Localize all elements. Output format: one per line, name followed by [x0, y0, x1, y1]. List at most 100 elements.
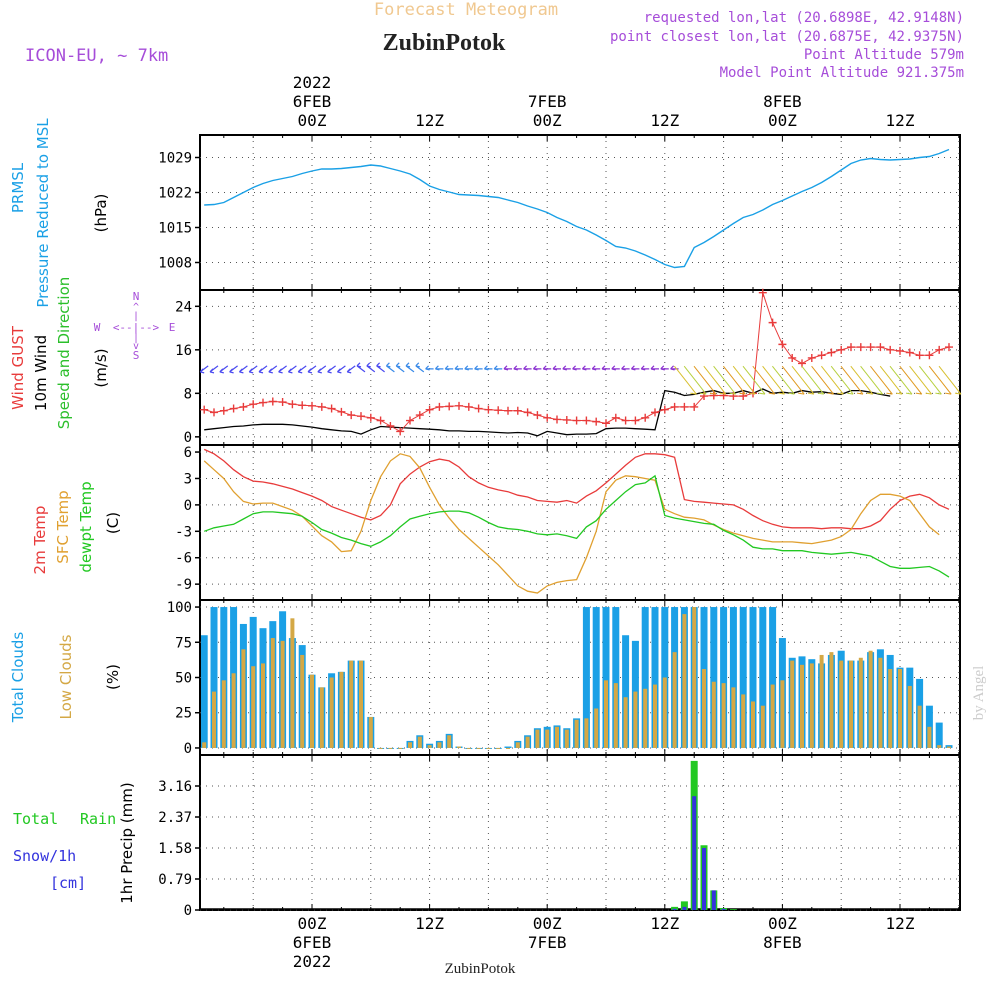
- total-cloud-bar: [759, 607, 767, 748]
- gust-point: [690, 402, 699, 411]
- credit-watermark: by Angel: [971, 666, 987, 721]
- y-tick-label: 100: [167, 600, 192, 616]
- time-label: 6FEB: [293, 92, 332, 111]
- pressure-panel: 1008 1015 1022 1029: [158, 134, 961, 291]
- wind-arrow: [434, 365, 444, 371]
- y-tick-label: 50: [175, 671, 192, 687]
- total-cloud-bar: [749, 607, 757, 748]
- low-cloud-bar: [662, 677, 667, 748]
- low-cloud-bar: [829, 652, 834, 748]
- low-cloud-bar: [819, 654, 824, 748]
- gust-point: [778, 340, 787, 349]
- wind-arrow: [581, 365, 591, 371]
- low-cloud-bar: [937, 745, 942, 748]
- gust-point: [660, 405, 669, 414]
- low-cloud-bar: [349, 660, 354, 748]
- total-cloud-bar: [945, 745, 953, 748]
- low-cloud-bar: [594, 708, 599, 748]
- wind-arrow: [464, 365, 473, 371]
- wind-arrow: [889, 365, 913, 395]
- gust-point: [621, 416, 630, 425]
- compass-south: S: [133, 349, 140, 362]
- low-cloud-bar: [251, 666, 256, 748]
- low-cloud-bar: [486, 747, 491, 749]
- y-tick-label: 0: [184, 741, 192, 757]
- low-cloud-bar: [711, 681, 716, 748]
- wind-arrow: [356, 362, 366, 373]
- low-cloud-bar: [555, 726, 559, 748]
- y-tick-label: -6: [175, 551, 192, 567]
- low-cloud-bar: [741, 694, 746, 748]
- rain-label: Rain: [80, 810, 116, 828]
- time-label: 12Z: [415, 111, 444, 130]
- wind-arrow: [209, 365, 219, 374]
- wind-arrow: [683, 365, 707, 395]
- model-altitude: Model Point Altitude 921.375m: [720, 65, 964, 81]
- wind-arrow: [483, 365, 493, 371]
- precip-unit-label: 1hr Precip (mm): [118, 782, 136, 903]
- low-cloud-bar: [692, 607, 697, 748]
- gust-point: [386, 421, 395, 430]
- low-cloud-bar: [888, 669, 893, 748]
- total-cloud-bar: [622, 635, 630, 748]
- gust-point: [376, 416, 385, 425]
- gust-point: [229, 404, 238, 413]
- y-tick-label: 16: [175, 343, 192, 359]
- time-label: 12Z: [650, 111, 679, 130]
- gust-point: [327, 404, 336, 413]
- gust-point: [827, 348, 836, 357]
- y-tick-label: 6: [184, 445, 192, 461]
- low-cloud-bar: [535, 729, 540, 748]
- wind-arrow: [762, 365, 785, 395]
- gust-point: [513, 406, 522, 415]
- y-tick-label: 1.58: [158, 841, 192, 857]
- prmsl-label: PRMSL: [9, 162, 27, 213]
- svg-text:^: ^: [133, 302, 139, 313]
- gust-point: [210, 408, 218, 417]
- wind-arrow: [415, 362, 425, 373]
- y-tick-label: 0.79: [158, 872, 192, 888]
- low-cloud-bar: [702, 669, 706, 748]
- gust-point: [896, 346, 904, 355]
- wind-arrow: [640, 365, 650, 371]
- gust-point: [288, 400, 297, 409]
- svg-text:|: |: [133, 311, 139, 322]
- gust-point: [268, 397, 277, 406]
- compass-west: W: [94, 321, 101, 334]
- gust-point: [494, 406, 503, 415]
- time-label: 00Z: [533, 111, 562, 130]
- requested-point: requested lon,lat (20.6898E, 42.9148N): [644, 10, 964, 26]
- compass-icon: N ^ | W <--|--> E | v S: [94, 290, 176, 362]
- temp-unit-label: (C): [104, 512, 122, 534]
- total-cloud-bar: [210, 607, 218, 748]
- gust-point: [572, 416, 581, 425]
- wind-arrow: [830, 365, 854, 395]
- wind-arrow: [601, 365, 610, 371]
- low-cloud-bar: [878, 657, 883, 748]
- time-label: 6FEB: [293, 933, 332, 952]
- wind-labels: Wind GUST 10m Wind Speed and Direction (…: [9, 277, 175, 430]
- low-cloud-bar: [623, 697, 628, 748]
- low-cloud-bar: [849, 660, 853, 748]
- snow-bar: [702, 848, 706, 910]
- time-label: 00Z: [533, 914, 562, 933]
- wind-arrow: [919, 365, 942, 395]
- low-cloud-bar: [221, 680, 226, 748]
- time-label: 12Z: [415, 914, 444, 933]
- gust-point: [807, 353, 816, 362]
- gust-point: [543, 413, 552, 422]
- gust-point: [317, 402, 326, 411]
- low-cloud-bar: [319, 687, 324, 748]
- gust-point: [709, 391, 718, 400]
- total-cloud-bar: [935, 722, 943, 748]
- low-cloud-bar: [408, 742, 412, 748]
- gust-point: [337, 407, 346, 416]
- gust-point: [602, 419, 610, 428]
- wind-arrow: [621, 365, 630, 371]
- low-cloud-bar: [447, 735, 452, 748]
- y-tick-label: 0: [184, 498, 192, 514]
- total-cloud-bar: [720, 607, 728, 748]
- rain-bar: [680, 901, 688, 910]
- low-cloud-bar: [368, 716, 373, 748]
- wind-arrow: [454, 365, 463, 371]
